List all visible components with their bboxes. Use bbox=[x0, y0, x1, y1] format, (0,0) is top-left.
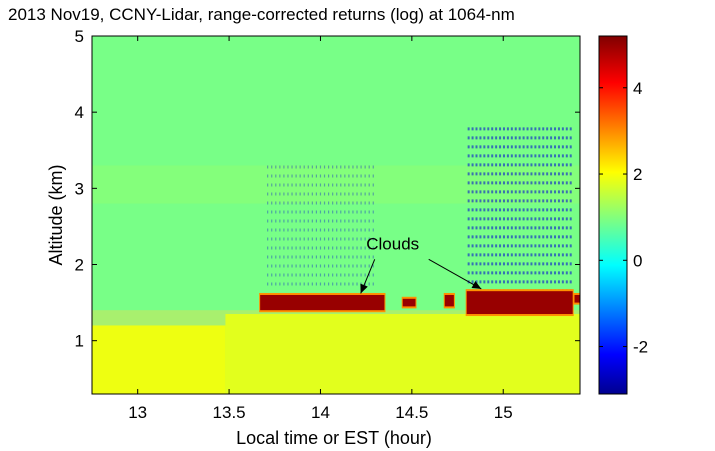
heatmap-area bbox=[92, 36, 580, 394]
y-axis-ticks: 1 2 3 4 5 bbox=[75, 27, 580, 351]
above-cloud-streaks bbox=[267, 127, 572, 292]
cloud-segment bbox=[574, 294, 580, 303]
annotation-label: Clouds bbox=[366, 234, 419, 253]
x-axis-label: Local time or EST (hour) bbox=[236, 428, 432, 448]
annotation-arrow-head bbox=[471, 280, 482, 289]
annotation-arrow-head bbox=[360, 283, 368, 294]
x-tick-label: 14 bbox=[311, 403, 330, 422]
x-tick-label: 15 bbox=[494, 403, 513, 422]
colorbar bbox=[598, 35, 628, 395]
y-axis-label: Altitude (km) bbox=[46, 164, 66, 265]
colorbar-tick-label: 4 bbox=[633, 79, 642, 98]
colorbar-ticks: -2 0 2 4 bbox=[599, 79, 648, 357]
cloud-segment bbox=[402, 298, 416, 307]
x-axis-ticks: 13 13.5 14 14.5 15 bbox=[128, 36, 513, 422]
colorbar-tick-label: -2 bbox=[633, 338, 648, 357]
y-tick-label: 2 bbox=[75, 256, 84, 275]
y-tick-label: 5 bbox=[75, 27, 84, 46]
clouds-annotation: Clouds bbox=[360, 234, 482, 294]
annotation-arrow-line bbox=[428, 258, 482, 290]
plot-frame bbox=[91, 35, 581, 395]
x-tick-label: 13.5 bbox=[213, 403, 246, 422]
heatmap-layers bbox=[92, 36, 580, 394]
y-tick-label: 3 bbox=[75, 179, 84, 198]
layer-clean-air bbox=[92, 36, 580, 311]
cloud-segment bbox=[260, 294, 385, 311]
colorbar-tick-label: 0 bbox=[633, 251, 642, 270]
y-tick-label: 1 bbox=[75, 332, 84, 351]
layer-boundary-layer bbox=[225, 314, 580, 394]
chart-title: 2013 Nov19, CCNY-Lidar, range-corrected … bbox=[8, 5, 515, 24]
cloud-layer bbox=[259, 289, 580, 317]
y-tick-label: 4 bbox=[75, 103, 84, 122]
layer-boundary-layer bbox=[92, 325, 226, 394]
x-tick-label: 14.5 bbox=[395, 403, 428, 422]
cloud-segment bbox=[444, 294, 454, 307]
cloud-segment bbox=[466, 291, 573, 315]
colorbar-tick-label: 2 bbox=[633, 165, 642, 184]
layer-elevated-aerosol-band bbox=[92, 165, 580, 204]
x-tick-label: 13 bbox=[128, 403, 147, 422]
